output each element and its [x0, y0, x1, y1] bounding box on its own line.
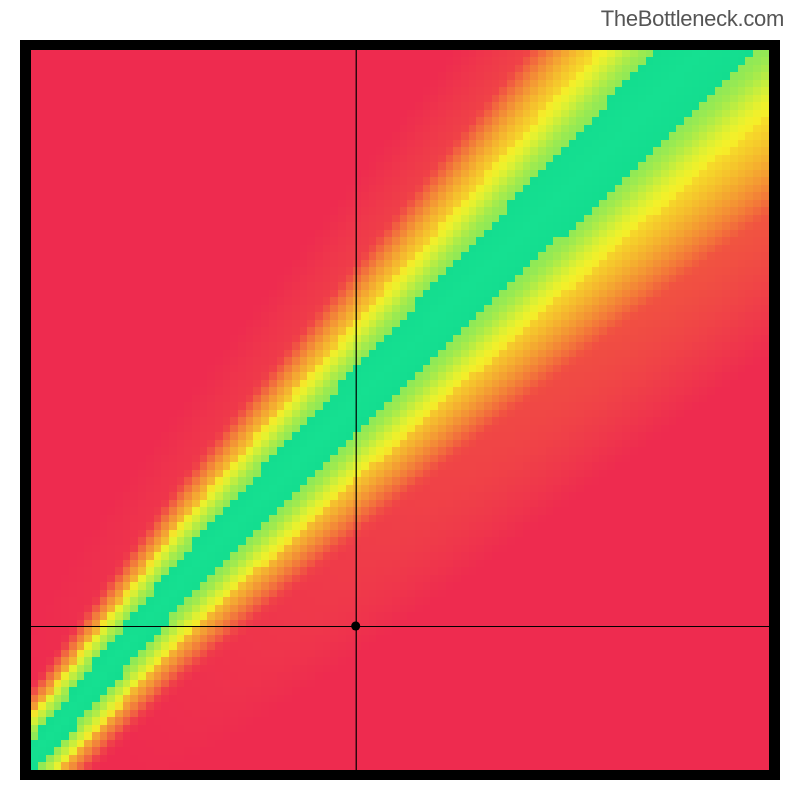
watermark-text: TheBottleneck.com — [601, 6, 784, 32]
bottleneck-heatmap — [31, 50, 769, 770]
chart-container: TheBottleneck.com — [0, 0, 800, 800]
heatmap-frame — [20, 40, 780, 780]
